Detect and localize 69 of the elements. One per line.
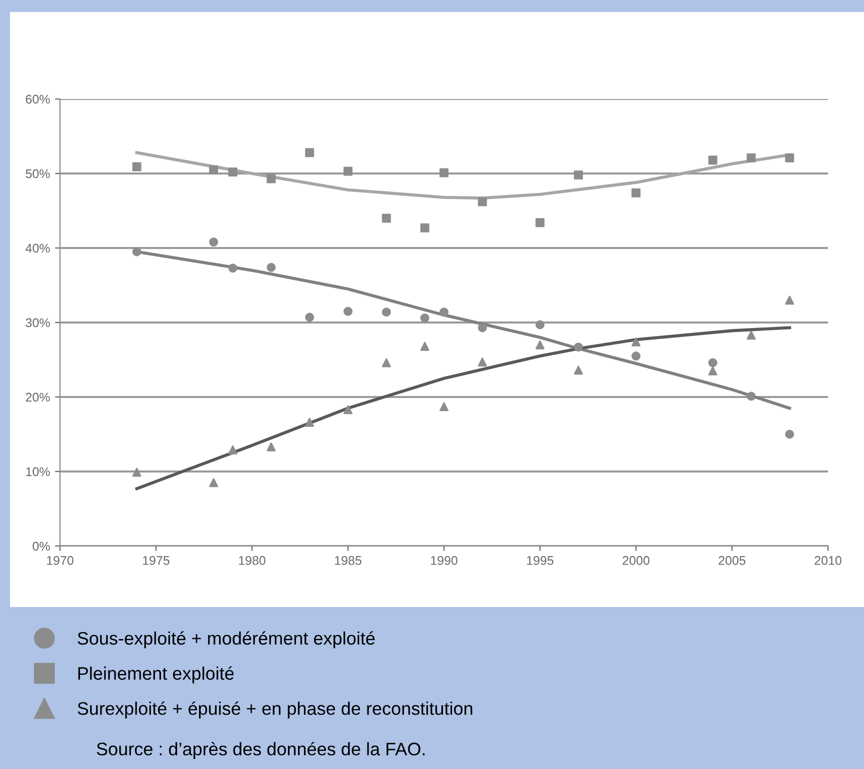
- x-tick-label: 1975: [143, 556, 170, 565]
- point: [344, 306, 352, 316]
- point: [746, 330, 756, 340]
- point: [266, 174, 276, 184]
- point: [228, 264, 238, 273]
- x-tick-label: 2005: [718, 556, 746, 565]
- y-tick-label: 20%: [26, 392, 50, 402]
- x-tick-label: 1970: [47, 556, 74, 565]
- point: [344, 405, 352, 414]
- x-tick-label: 1990: [431, 556, 458, 565]
- point: [382, 214, 391, 223]
- point: [420, 342, 430, 351]
- point: [209, 238, 218, 247]
- point: [209, 478, 218, 488]
- point: [440, 168, 448, 178]
- point: [574, 170, 583, 180]
- point: [785, 430, 794, 439]
- point: [382, 358, 391, 368]
- point: [420, 314, 430, 323]
- point: [632, 337, 640, 346]
- point: [708, 366, 718, 376]
- point: [305, 312, 314, 322]
- point: [478, 197, 487, 206]
- x-tick-label: 2010: [814, 556, 842, 565]
- point: [344, 166, 352, 176]
- point: [228, 445, 238, 454]
- x-tick-label: 2000: [622, 556, 650, 565]
- point: [536, 340, 544, 350]
- y-tick-label: 0%: [32, 542, 50, 551]
- point: [708, 156, 718, 165]
- point: [632, 352, 640, 361]
- point: [132, 468, 142, 477]
- point: [746, 153, 756, 162]
- point: [536, 218, 544, 228]
- point: [574, 342, 583, 352]
- point: [305, 418, 314, 427]
- source-note: Source : d’après des données de la FAO.: [96, 742, 425, 759]
- point: [708, 358, 718, 368]
- point: [132, 162, 142, 172]
- point: [305, 148, 314, 158]
- point: [440, 402, 448, 412]
- x-tick-label: 1985: [335, 556, 362, 565]
- y-tick-label: 60%: [26, 94, 50, 104]
- point: [785, 296, 794, 305]
- point: [382, 308, 391, 317]
- point: [478, 323, 487, 332]
- legend-label: Pleinement exploité: [78, 666, 234, 684]
- point: [132, 247, 142, 256]
- point: [266, 442, 276, 452]
- y-tick-label: 30%: [26, 318, 50, 328]
- point: [536, 320, 544, 330]
- point: [574, 366, 583, 375]
- point: [440, 308, 448, 317]
- x-tick-label: 1980: [239, 556, 266, 565]
- point: [266, 262, 276, 272]
- point: [785, 153, 794, 162]
- point: [746, 392, 756, 401]
- y-tick-label: 40%: [26, 244, 50, 253]
- point: [632, 188, 640, 198]
- x-tick-label: 1995: [527, 556, 554, 565]
- point: [420, 223, 430, 232]
- point: [478, 357, 487, 366]
- y-tick-label: 10%: [26, 467, 50, 476]
- y-tick-label: 50%: [26, 169, 50, 178]
- legend-label: Surexploité + épuisé + en phase de reconstitution: [78, 701, 472, 718]
- line-series: [135, 326, 792, 490]
- point: [209, 165, 218, 174]
- point: [228, 168, 238, 177]
- legend-label: Sous-exploité + modérément exploité: [78, 631, 375, 648]
